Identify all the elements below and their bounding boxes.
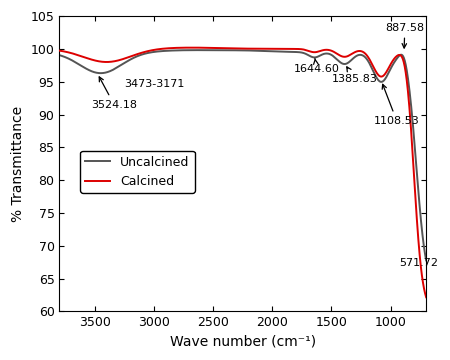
Text: 3473-3171: 3473-3171 [125, 79, 185, 89]
Calcined [57, 49, 62, 53]
Calcined [186, 45, 192, 50]
Line: Uncalcined: Uncalcined [59, 50, 426, 260]
Text: 571.72: 571.72 [400, 257, 439, 267]
Uncalcined [67, 57, 72, 61]
Uncalcined [186, 48, 192, 52]
Uncalcined [57, 53, 62, 57]
Uncalcined [342, 62, 347, 66]
Calcined [309, 50, 314, 54]
Text: 1108.53: 1108.53 [374, 84, 420, 126]
Calcined [67, 50, 72, 55]
Y-axis label: % Transmittance: % Transmittance [11, 106, 25, 222]
Line: Calcined: Calcined [59, 48, 426, 297]
Uncalcined [194, 48, 200, 52]
Calcined [91, 58, 96, 62]
X-axis label: Wave number (cm⁻¹): Wave number (cm⁻¹) [170, 335, 316, 349]
Uncalcined [91, 70, 96, 74]
Calcined [189, 45, 194, 50]
Calcined [423, 295, 429, 300]
Calcined [181, 45, 186, 50]
Legend: Uncalcined, Calcined: Uncalcined, Calcined [80, 151, 195, 193]
Text: 3524.18: 3524.18 [91, 77, 137, 110]
Text: 1644.60: 1644.60 [294, 58, 339, 74]
Calcined [342, 55, 347, 59]
Uncalcined [309, 55, 314, 59]
Uncalcined [423, 258, 429, 262]
Text: 1385.83: 1385.83 [332, 67, 378, 84]
Text: 887.58: 887.58 [385, 23, 424, 48]
Uncalcined [181, 48, 186, 53]
